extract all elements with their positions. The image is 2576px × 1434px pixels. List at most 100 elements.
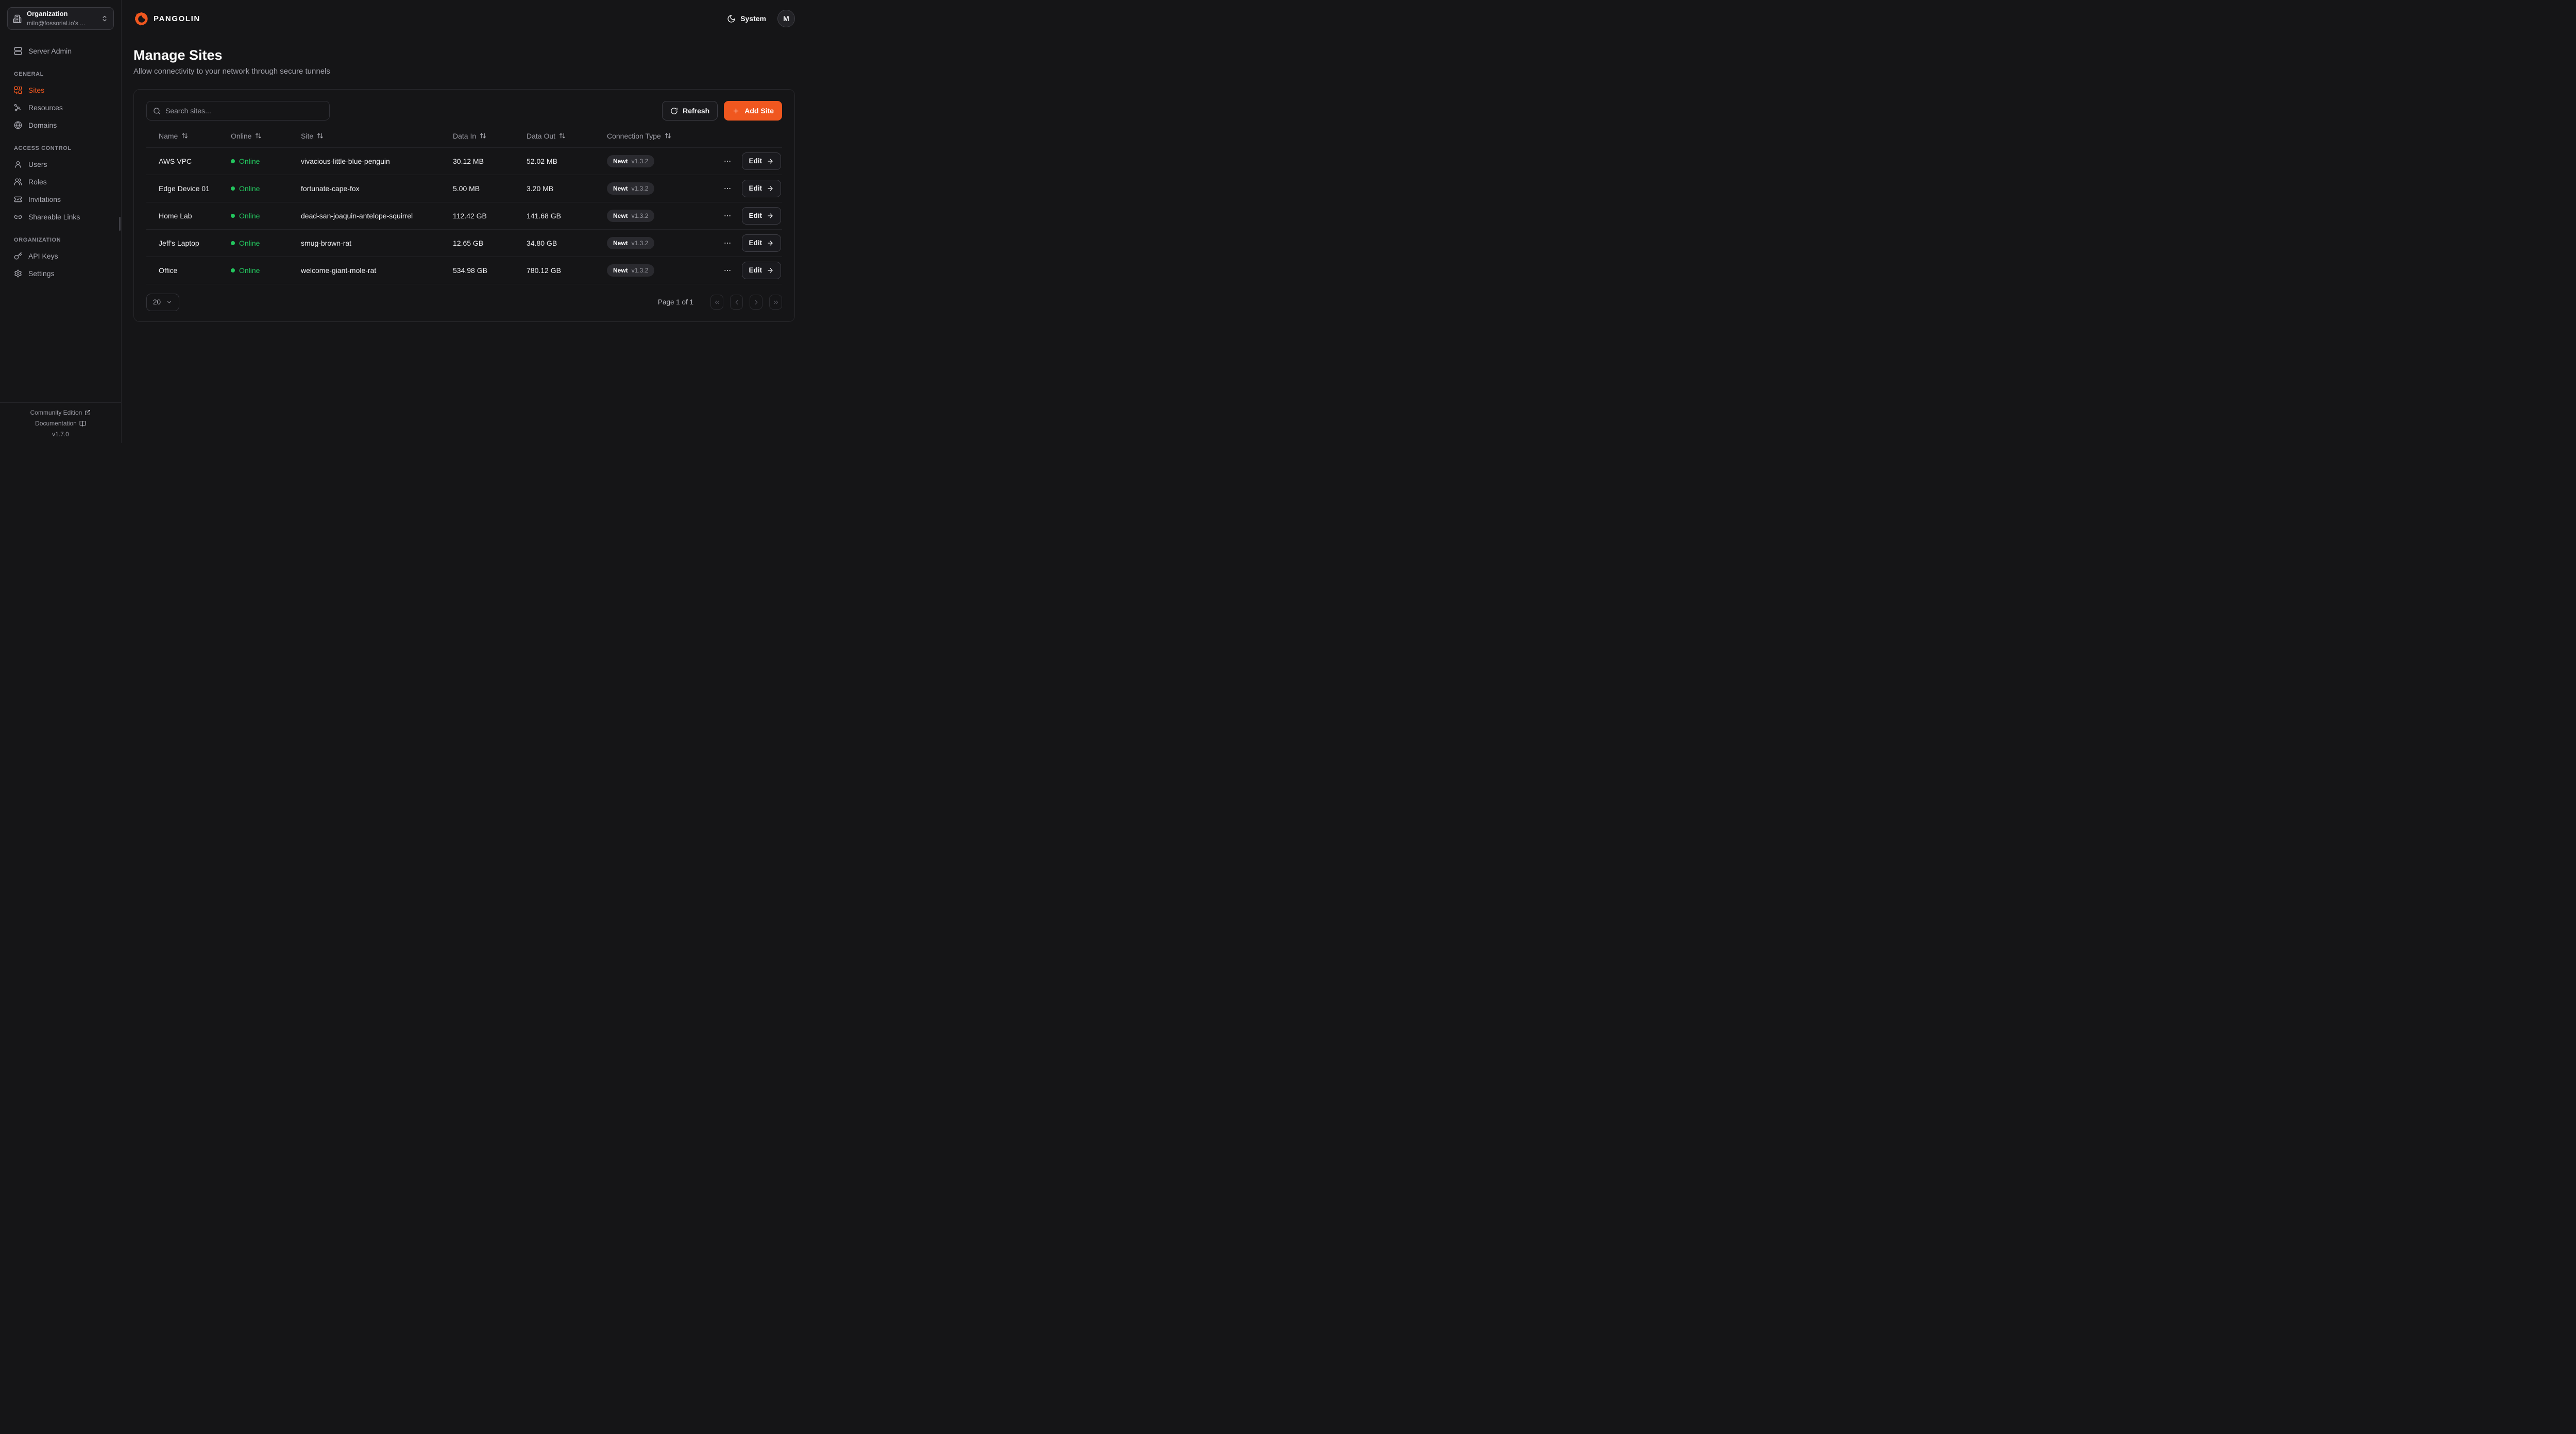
page-head: Manage Sites Allow connectivity to your … [133,47,795,76]
online-dot [231,213,235,218]
combine-icon [14,86,22,94]
site-id-cell: fortunate-cape-fox [301,175,453,202]
arrow-right-icon [767,267,774,274]
connection-type-badge: Newt v1.3.2 [607,209,655,222]
connection-type-cell: Newt v1.3.2 [607,202,732,230]
arrow-right-icon [767,240,774,247]
app-version: v1.7.0 [52,431,69,438]
data-in-cell: 112.42 GB [453,202,527,230]
online-dot [231,241,235,245]
ellipsis-icon [723,266,732,275]
sidebar-item-label: Settings [28,269,55,278]
column-header-data-in[interactable]: Data In [453,125,527,148]
column-header-connection-type[interactable]: Connection Type [607,125,732,148]
row-menu-button[interactable] [721,155,734,167]
sort-icon [317,132,324,139]
sidebar-item-resources[interactable]: Resources [7,99,114,116]
column-header-online[interactable]: Online [231,125,301,148]
online-dot [231,268,235,272]
building-icon [13,14,22,23]
page-title: Manage Sites [133,47,223,63]
data-in-cell: 30.12 MB [453,147,527,175]
documentation-link[interactable]: Documentation [35,420,86,427]
next-page-button[interactable] [750,295,762,310]
arrow-right-icon [767,185,774,192]
connection-type-cell: Newt v1.3.2 [607,229,732,257]
sidebar-item-label: Resources [28,104,63,112]
edit-button[interactable]: Edit [741,179,781,197]
user-avatar[interactable]: M [777,10,795,27]
site-id-cell: vivacious-little-blue-penguin [301,147,453,175]
card-footer: 20 Page 1 of 1 [146,293,782,311]
column-header-site[interactable]: Site [301,125,453,148]
row-menu-button[interactable] [721,182,734,195]
data-in-cell: 5.00 MB [453,175,527,202]
topbar-right: System M [727,10,795,27]
row-actions-cell: Edit [724,202,782,230]
server-icon [14,47,22,55]
edit-button[interactable]: Edit [741,234,781,252]
topbar: PANGOLIN System M [133,0,795,37]
main-content: PANGOLIN System M Manage Sites Allow con… [122,0,808,443]
connection-type-badge: Newt v1.3.2 [607,155,655,167]
page-size-select[interactable]: 20 [146,293,180,311]
ellipsis-icon [723,184,732,193]
sidebar: Organization milo@fossorial.io's ... Ser… [0,0,122,443]
refresh-button[interactable]: Refresh [662,101,718,121]
theme-toggle[interactable]: System [727,14,766,23]
ellipsis-icon [723,157,732,165]
chevron-left-icon [733,299,740,306]
chevron-down-icon [166,299,173,305]
sidebar-item-server-admin[interactable]: Server Admin [7,42,114,60]
book-open-icon [79,420,86,427]
plus-icon [732,107,740,115]
site-name-cell: Jeff's Laptop [146,229,231,257]
column-header-name[interactable]: Name [146,125,231,148]
sidebar-item-domains[interactable]: Domains [7,116,114,134]
add-site-button[interactable]: Add Site [724,101,782,121]
sidebar-item-invitations[interactable]: Invitations [7,191,114,208]
sidebar-item-roles[interactable]: Roles [7,173,114,191]
community-edition-link[interactable]: Community Edition [30,409,91,416]
toolbar-actions: Refresh Add Site [662,101,782,121]
sidebar-item-users[interactable]: Users [7,156,114,173]
edit-button[interactable]: Edit [741,152,781,170]
sidebar-item-shareable-links[interactable]: Shareable Links [7,208,114,226]
connection-type-cell: Newt v1.3.2 [607,147,732,175]
column-header-data-out[interactable]: Data Out [527,125,607,148]
connection-type-badge: Newt v1.3.2 [607,236,655,249]
search-input[interactable] [165,107,323,115]
edit-button[interactable]: Edit [741,261,781,279]
sites-card: Refresh Add Site Name Online Sit [133,89,795,322]
link-icon [14,213,22,221]
section-label-access-control: ACCESS CONTROL [14,145,72,151]
prev-page-button[interactable] [730,295,743,310]
online-status-cell: Online [231,175,301,202]
pangolin-logo-icon [133,11,149,27]
first-page-button[interactable] [710,295,723,310]
site-name-cell: Office [146,257,231,284]
row-menu-button[interactable] [721,210,734,222]
online-dot [231,159,235,163]
sidebar-item-settings[interactable]: Settings [7,265,114,282]
sidebar-item-api-keys[interactable]: API Keys [7,247,114,265]
row-menu-button[interactable] [721,237,734,249]
last-page-button[interactable] [769,295,782,310]
online-status-cell: Online [231,147,301,175]
org-switcher[interactable]: Organization milo@fossorial.io's ... [7,7,114,30]
edit-button[interactable]: Edit [741,207,781,225]
table-row: Jeff's Laptop Online smug-brown-rat 12.6… [146,229,782,257]
ellipsis-icon [723,239,732,247]
brand-wordmark: PANGOLIN [154,14,200,23]
search-icon [153,107,161,115]
site-id-cell: smug-brown-rat [301,229,453,257]
data-out-cell: 34.80 GB [527,229,607,257]
sites-table: Name Online Site Data In Data Out Connec… [146,125,782,284]
sidebar-item-sites[interactable]: Sites [7,81,114,99]
sidebar-scrollbar-thumb[interactable] [119,217,121,231]
online-status-cell: Online [231,229,301,257]
brand: PANGOLIN [133,11,200,27]
row-actions-cell: Edit [724,257,782,284]
chevron-right-icon [753,299,760,306]
row-menu-button[interactable] [721,264,734,277]
